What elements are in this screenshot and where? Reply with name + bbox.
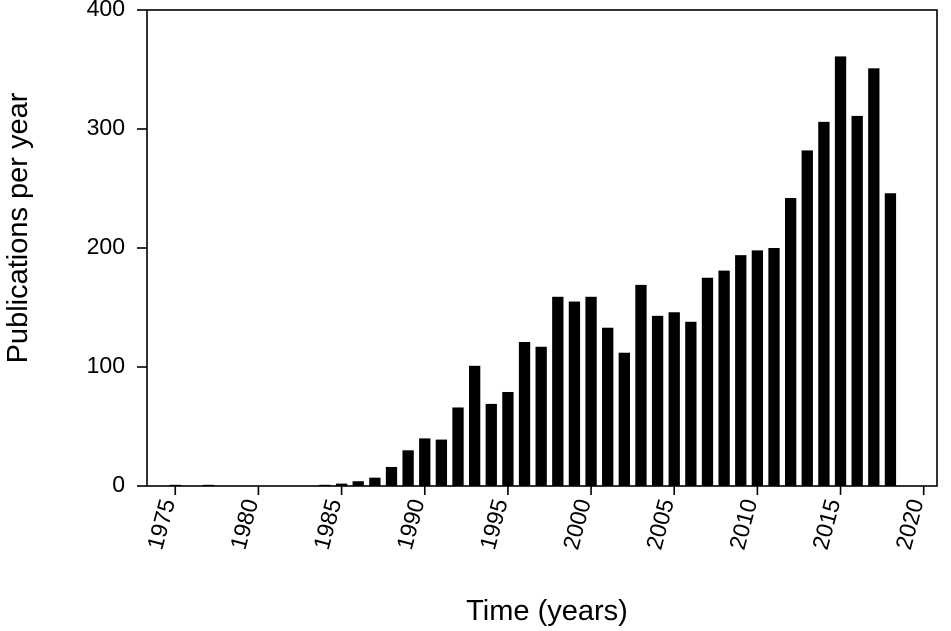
bar-1999: [568, 301, 581, 486]
bar-2001: [602, 327, 614, 486]
x-tick-label: 1990: [391, 496, 429, 552]
bar-2005: [668, 312, 680, 486]
bar-1990: [419, 438, 431, 486]
bar-2018: [884, 193, 897, 486]
x-tick-label: 1995: [474, 496, 512, 552]
bar-2013: [801, 150, 813, 487]
x-tick-label: 1980: [225, 496, 263, 552]
bar-1989: [402, 450, 414, 486]
bar-2000: [585, 296, 597, 486]
bar-2015: [834, 56, 847, 486]
x-tick-label: 1975: [142, 496, 180, 552]
bar-2012: [784, 198, 797, 486]
bar-1991: [435, 439, 448, 486]
bar-2017: [868, 68, 880, 486]
bar-2009: [735, 255, 747, 486]
x-tick-label: 2005: [641, 496, 679, 552]
bar-2011: [768, 248, 780, 486]
bar-1995: [502, 391, 514, 486]
bar-1994: [485, 403, 497, 486]
x-axis: 1975 1980 1985 1990 1995 2000 2005 2010 2015 2020: [142, 486, 928, 552]
bar-2007: [701, 277, 714, 486]
x-tick-label: 2000: [557, 496, 595, 552]
y-tick-label: 300: [87, 114, 125, 140]
bars-group: [169, 56, 897, 487]
x-tick-label: 1985: [308, 496, 346, 552]
bar-2014: [818, 121, 830, 487]
bar-2010: [751, 250, 764, 486]
bar-2004: [651, 315, 664, 486]
y-tick-label: 0: [112, 471, 125, 497]
y-axis-title: Publications per year: [2, 92, 34, 363]
bar-2016: [851, 115, 863, 486]
x-tick-label: 2010: [724, 496, 762, 552]
x-axis-title: Time (years): [466, 595, 628, 627]
bar-2003: [635, 284, 647, 486]
bar-1993: [468, 365, 481, 486]
bar-1987: [369, 477, 381, 486]
bar-2006: [685, 321, 697, 486]
bar-1992: [452, 407, 464, 486]
y-axis: 0 100 200 300 400: [87, 0, 147, 497]
bar-1988: [385, 466, 398, 486]
bar-1998: [552, 296, 564, 486]
bar-2008: [718, 270, 730, 486]
bar-2002: [618, 352, 630, 486]
y-tick-label: 200: [87, 233, 125, 259]
x-tick-label: 2020: [890, 496, 928, 552]
bar-1985: [335, 483, 348, 486]
x-tick-label: 2015: [807, 496, 845, 552]
bar-1996: [518, 342, 531, 486]
bar-1997: [535, 346, 547, 486]
bar-1986: [352, 481, 364, 486]
y-tick-label: 400: [87, 0, 125, 21]
y-tick-label: 100: [87, 352, 125, 378]
